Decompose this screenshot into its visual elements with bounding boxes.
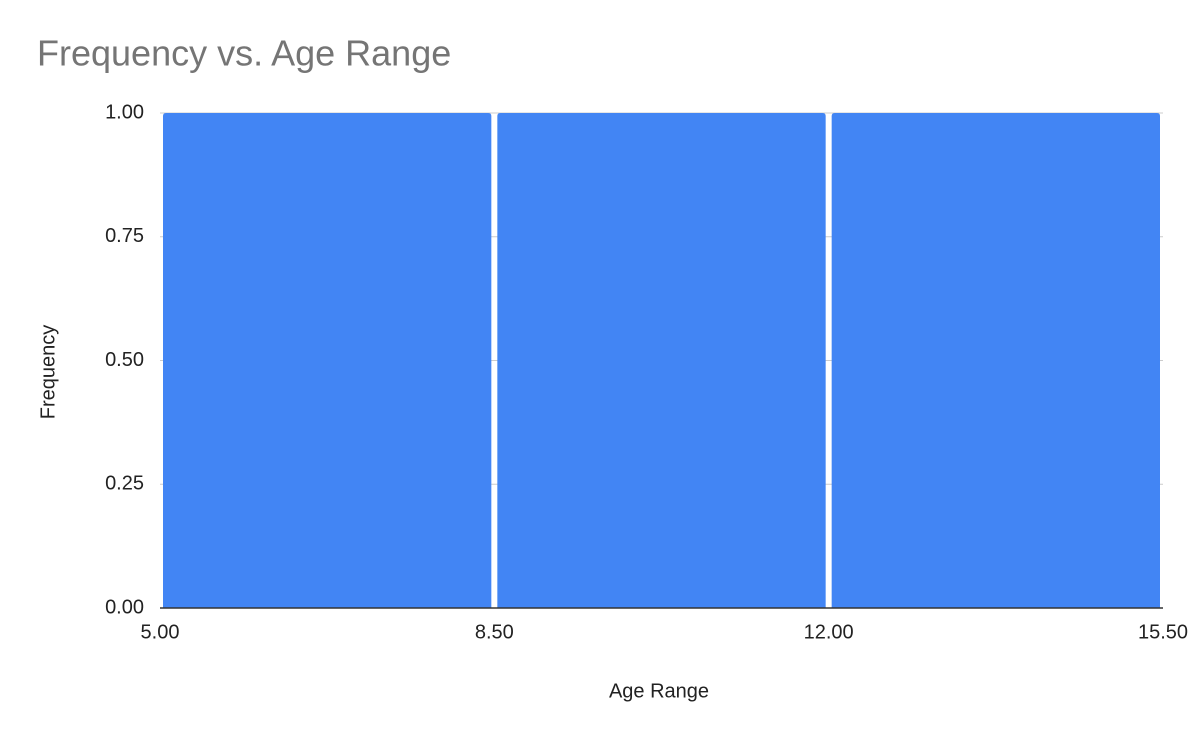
x-tick-label: 5.00 (141, 621, 180, 643)
bar (163, 113, 492, 608)
x-tick-label: 12.00 (804, 621, 854, 643)
y-tick-label: 0.75 (105, 225, 144, 247)
chart-title: Frequency vs. Age Range (37, 33, 451, 74)
bar (497, 113, 826, 608)
y-tick-label: 0.00 (105, 596, 144, 618)
x-axis-label: Age Range (609, 680, 709, 702)
x-tick-label: 15.50 (1138, 621, 1188, 643)
y-tick-label: 0.50 (105, 349, 144, 371)
x-tick-label: 8.50 (475, 621, 514, 643)
y-tick-label: 1.00 (105, 101, 144, 123)
bar (831, 113, 1160, 608)
y-tick-label: 0.25 (105, 473, 144, 495)
y-axis-label: Frequency (37, 325, 59, 420)
